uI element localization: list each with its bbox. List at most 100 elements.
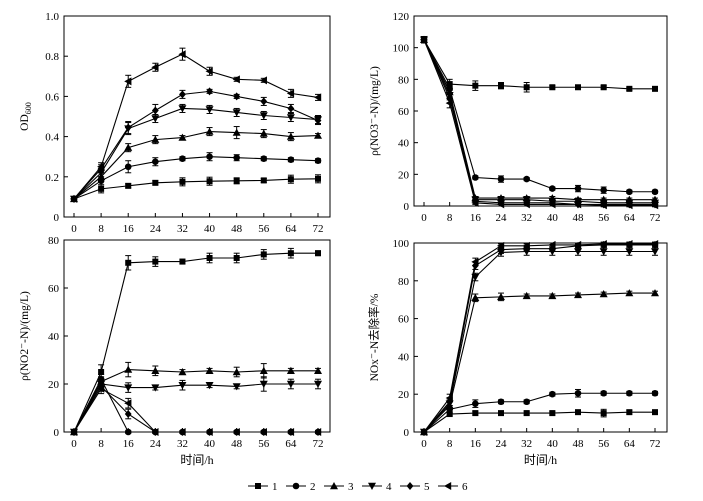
chart-panel-3: 0 20 40 60 80 0 8 16 24 32 40 48 56 64 72 时间/h ρ(NO2⁻-N)… — [19, 235, 331, 467]
data-point — [471, 257, 479, 266]
plot-frame — [63, 15, 331, 218]
data-point — [206, 153, 213, 160]
data-point — [206, 87, 213, 96]
legend-marker — [255, 483, 261, 489]
series-line — [73, 156, 319, 200]
data-point — [152, 179, 159, 186]
data-point — [233, 255, 240, 261]
series-line — [423, 392, 655, 433]
data-point — [287, 176, 294, 183]
x-tick-label: 72 — [650, 438, 661, 450]
data-point — [232, 75, 240, 84]
y-tick-label: 0.4 — [45, 132, 59, 144]
y-axis-label: NOx⁻-N去除率/% — [367, 293, 381, 381]
data-point — [651, 289, 659, 297]
series-6 — [70, 383, 322, 436]
data-point — [205, 67, 213, 76]
y-tick-label: 20 — [398, 389, 410, 401]
data-point — [286, 132, 295, 140]
y-tick-label: 100 — [393, 43, 410, 55]
y-tick-label: 20 — [48, 379, 60, 391]
y-tick-label: 80 — [398, 74, 410, 86]
x-tick-label: 64 — [624, 438, 636, 450]
data-point — [233, 92, 241, 101]
data-point — [124, 163, 132, 171]
y-tick-label: 120 — [393, 11, 410, 23]
series-line — [423, 39, 655, 206]
data-point — [70, 194, 78, 203]
data-point — [151, 135, 160, 143]
data-point — [599, 201, 607, 210]
x-tick-label: 24 — [496, 438, 508, 450]
chart-panel-1: 0 0.2 0.4 0.6 0.8 1.0 0 8 16 24 32 40 48 56 64 72 OD600 — [19, 11, 331, 235]
data-point — [124, 399, 132, 408]
series-5 — [70, 381, 322, 436]
data-point — [286, 114, 295, 122]
legend-label: 5 — [424, 481, 430, 493]
series-6 — [70, 47, 322, 203]
data-point — [97, 384, 105, 393]
legend-label: 1 — [272, 481, 278, 493]
data-point — [523, 398, 530, 406]
data-point — [445, 99, 453, 108]
data-point — [575, 409, 581, 416]
series-line — [423, 244, 655, 433]
y-tick-label: 80 — [48, 235, 60, 247]
series-line — [423, 292, 655, 433]
x-tick-label: 24 — [496, 212, 508, 224]
data-point — [574, 389, 582, 397]
data-point — [315, 175, 321, 182]
data-point — [549, 185, 556, 192]
data-point — [548, 240, 556, 249]
data-point — [625, 289, 634, 297]
data-point — [178, 428, 186, 436]
data-point — [151, 63, 159, 72]
series-line — [423, 39, 655, 90]
data-point — [259, 76, 267, 85]
data-point — [178, 105, 187, 113]
data-point — [259, 380, 268, 388]
chart-panel-2: 0 20 40 60 80 100 120 0 8 16 24 32 40 48 56 64 72 ρ(NO3⁻-… — [369, 11, 668, 224]
data-point — [549, 390, 556, 398]
x-tick-label: 56 — [258, 438, 270, 450]
data-point — [498, 410, 504, 417]
data-point — [287, 156, 295, 164]
data-point — [548, 200, 556, 209]
legend-item-3: 3 — [324, 481, 354, 493]
data-point — [420, 35, 428, 44]
x-tick-label: 48 — [231, 223, 243, 235]
legend-item-1: 1 — [248, 481, 278, 493]
data-point — [522, 241, 530, 250]
x-tick-label: 40 — [204, 223, 216, 235]
data-point — [259, 129, 268, 137]
x-tick-label: 8 — [98, 438, 104, 450]
x-tick-label: 32 — [521, 212, 532, 224]
series-line — [73, 90, 319, 200]
data-point — [575, 84, 581, 91]
data-point — [522, 291, 531, 300]
y-tick-label: 40 — [398, 351, 410, 363]
series-6 — [420, 35, 659, 210]
x-tick-label: 40 — [547, 438, 559, 450]
data-point — [232, 368, 241, 376]
data-point — [471, 293, 480, 302]
data-point — [70, 428, 78, 436]
y-tick-label: 100 — [393, 238, 410, 250]
y-tick-label: 0 — [404, 201, 410, 213]
legend-item-2: 2 — [286, 481, 316, 493]
data-point — [259, 366, 268, 374]
y-tick-label: 0.6 — [45, 91, 59, 103]
data-point — [497, 175, 505, 183]
x-tick-label: 24 — [150, 438, 162, 450]
y-tick-label: 0 — [54, 427, 60, 439]
data-point — [652, 85, 658, 92]
data-point — [233, 177, 240, 184]
data-point — [651, 188, 659, 196]
data-point — [260, 177, 267, 184]
y-tick-label: 60 — [398, 314, 410, 326]
y-tick-label: 20 — [398, 169, 410, 181]
data-point — [286, 380, 295, 388]
data-point — [314, 428, 322, 436]
series-line — [73, 383, 318, 433]
